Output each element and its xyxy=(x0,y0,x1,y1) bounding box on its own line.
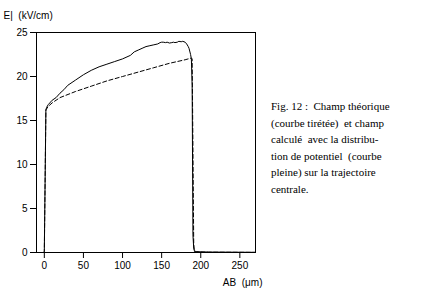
svg-text:0: 0 xyxy=(42,259,48,270)
svg-text:20: 20 xyxy=(16,70,28,81)
svg-text:200: 200 xyxy=(192,259,209,270)
svg-text:50: 50 xyxy=(78,259,90,270)
svg-text:0: 0 xyxy=(22,246,28,257)
svg-text:E| (kV/cm): E| (kV/cm) xyxy=(4,9,53,20)
svg-text:250: 250 xyxy=(232,259,249,270)
svg-text:10: 10 xyxy=(16,158,28,169)
svg-text:5: 5 xyxy=(22,202,28,213)
svg-text:AB (μm): AB (μm) xyxy=(223,276,263,287)
svg-text:15: 15 xyxy=(16,114,28,125)
html-text:Fig. 12 : Champ théorique (cou: Fig. 12 : Champ théorique (courbe tirété… xyxy=(271,100,390,195)
svg-text:150: 150 xyxy=(153,259,170,270)
svg-text:100: 100 xyxy=(114,259,131,270)
svg-text:25: 25 xyxy=(16,26,28,37)
